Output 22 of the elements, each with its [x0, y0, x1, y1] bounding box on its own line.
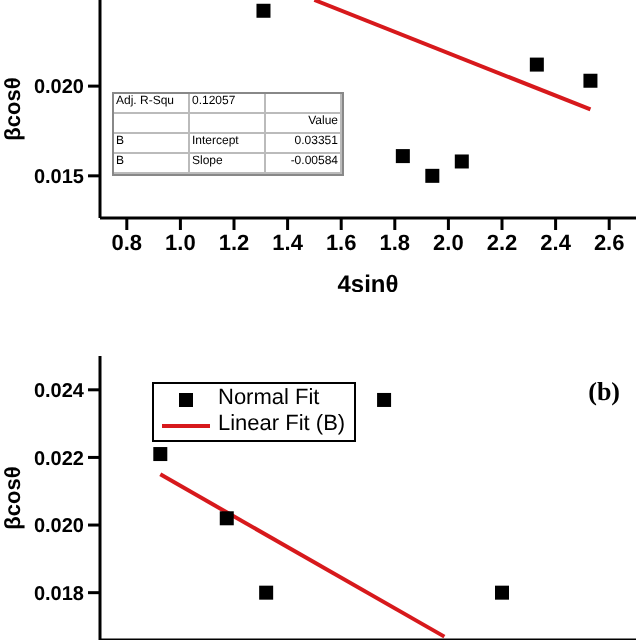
y-tick-label: 0.020 — [33, 516, 85, 539]
annotation: (b) — [588, 376, 620, 408]
x-tick-label: 1.8 — [379, 231, 411, 256]
x-tick-label: 2.4 — [540, 231, 573, 256]
y-tick-label: 0.022 — [33, 448, 85, 471]
x-axis-title: 4sinθ — [337, 270, 399, 298]
x-tick-label: 1.4 — [272, 231, 305, 256]
x-tick-label: 2.2 — [486, 231, 518, 256]
x-tick-label: 1.6 — [325, 231, 357, 256]
y-tick-label: 0.020 — [33, 77, 85, 100]
x-tick-label: 2.6 — [593, 231, 625, 256]
x-tick-label: 2.0 — [433, 231, 464, 256]
x-tick-label: 1.0 — [165, 231, 196, 256]
legend-label: Linear Fit (B) — [218, 412, 346, 438]
legend-label: Normal Fit — [218, 386, 320, 412]
y-tick-label: 0.018 — [33, 583, 85, 606]
y-axis-title: βcosθ — [2, 77, 26, 141]
x-tick-label: 1.2 — [218, 231, 250, 256]
y-tick-label: 0.024 — [33, 380, 85, 403]
y-axis-title: βcosθ — [2, 466, 26, 530]
y-tick-label: 0.015 — [33, 166, 85, 189]
x-tick-label: 0.8 — [111, 231, 143, 256]
